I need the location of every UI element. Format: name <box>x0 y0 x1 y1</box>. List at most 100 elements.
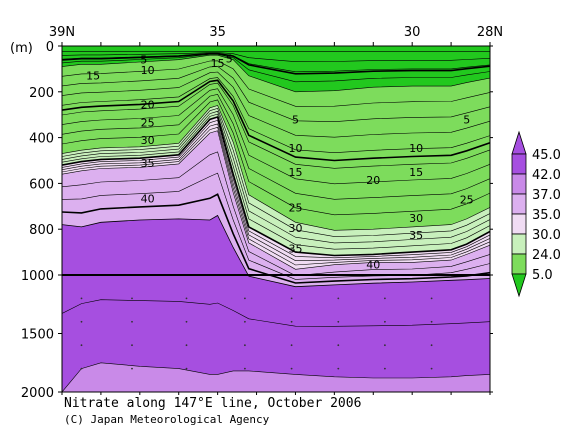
y-axis-label: (m) <box>10 41 33 56</box>
x-tick-label: 30 <box>404 25 421 40</box>
x-tick-label: 28N <box>477 25 503 40</box>
band-42-45 <box>62 215 490 392</box>
contour-label: 15 <box>211 57 225 70</box>
y-tick-label: 400 <box>29 132 54 147</box>
contour-line <box>62 214 490 288</box>
x-tick-label: 35 <box>209 25 226 40</box>
station-dot <box>244 367 246 370</box>
contour-label: 15 <box>86 69 100 82</box>
station-dot <box>244 320 246 323</box>
plot-frame <box>61 45 491 393</box>
station-dot <box>384 344 386 347</box>
station-dot <box>384 320 386 323</box>
contour-line <box>62 299 490 327</box>
y-tick-label: 2000 <box>21 386 54 401</box>
band-30-35 <box>62 105 490 256</box>
contour-line-35 <box>62 115 490 257</box>
contour-line <box>62 151 490 277</box>
colorbar-label: 37.0 <box>532 188 561 203</box>
contour-line <box>62 93 490 200</box>
colorbar-bin <box>511 213 527 235</box>
station-dot <box>430 344 433 347</box>
contour-label: 10 <box>141 64 155 77</box>
colorbar-bin <box>511 173 527 195</box>
colorbar-bin <box>511 193 527 215</box>
contour-label: 35 <box>409 229 423 242</box>
station-markers <box>80 297 433 370</box>
contour-label: 10 <box>289 142 303 155</box>
contour-line <box>62 66 490 123</box>
y-tick-label: 200 <box>29 86 54 101</box>
station-dot <box>244 297 246 300</box>
station-dot <box>337 344 340 347</box>
station-dot <box>430 367 433 370</box>
contour-line <box>62 60 490 107</box>
y-tick-label: 800 <box>29 223 54 238</box>
contour-line <box>62 82 490 169</box>
contour-label: 15 <box>409 166 423 179</box>
contour-line <box>62 99 490 216</box>
contour-line <box>62 362 490 392</box>
colorbar-label: 30.0 <box>532 228 561 243</box>
contour-label: 30 <box>141 134 155 147</box>
contour-label: 20 <box>366 174 380 187</box>
credit-text: (C) Japan Meteorological Agency <box>64 413 270 426</box>
x-axis: 39N 35 30 28N <box>49 25 503 395</box>
station-dot <box>80 344 83 347</box>
station-dot <box>337 297 340 300</box>
colorbar-bin <box>511 253 527 275</box>
contour-label: 5 <box>226 53 233 66</box>
colorbar-bin <box>511 153 527 175</box>
contour-line <box>62 52 490 63</box>
station-dot <box>80 367 83 370</box>
station-dot <box>337 367 340 370</box>
band-24-30 <box>62 55 490 231</box>
colorbar-label: 24.0 <box>532 248 561 263</box>
station-dot <box>430 297 433 300</box>
contour-line <box>62 88 490 185</box>
contour-label: 20 <box>141 98 155 111</box>
contour-line <box>62 77 490 154</box>
station-dot <box>185 344 188 347</box>
contour-line <box>62 54 490 83</box>
station-dot <box>290 297 293 300</box>
contour-line <box>62 71 490 138</box>
contour-line-5 <box>62 52 490 75</box>
colorbar-label: 42.0 <box>532 168 561 183</box>
contour-label: 30 <box>289 222 303 235</box>
station-dot <box>185 320 188 323</box>
contour-label: 15 <box>289 166 303 179</box>
station-dot <box>131 367 133 370</box>
contour-label: 35 <box>289 243 303 256</box>
station-dot <box>131 297 133 300</box>
contour-label: 5 <box>140 54 147 67</box>
contour-label: 5 <box>463 113 470 126</box>
contour-label: 40 <box>366 259 380 272</box>
colorbar: 45.0 42.0 37.0 35.0 30.0 24.0 5.0 <box>511 130 561 298</box>
station-dot <box>384 297 386 300</box>
contour-label: 25 <box>141 117 155 130</box>
station-dot <box>384 367 386 370</box>
station-dot <box>244 344 246 347</box>
contour-line <box>62 130 490 270</box>
station-dot <box>185 297 188 300</box>
colorbar-top-arrow <box>511 130 527 155</box>
contour-line-40 <box>62 193 490 284</box>
band-37-42 <box>62 130 490 287</box>
y-axis: 0 200 400 600 800 1000 1500 2000 <box>21 40 493 401</box>
station-dot <box>131 320 133 323</box>
station-dot <box>290 344 293 347</box>
station-dot <box>337 320 340 323</box>
y-tick-label: 1500 <box>21 328 54 343</box>
contour-labels: 5155101520253035405101525303520401015303… <box>86 53 474 272</box>
concentration-fill-bands <box>62 46 490 392</box>
contour-label: 30 <box>409 212 423 225</box>
contour-label: 5 <box>292 113 299 126</box>
colorbar-bottom-arrow <box>511 273 527 298</box>
contour-line <box>62 110 490 244</box>
contour-label: 25 <box>289 201 303 214</box>
station-dot <box>290 367 293 370</box>
station-dot <box>80 320 83 323</box>
contour-label: 10 <box>409 142 423 155</box>
